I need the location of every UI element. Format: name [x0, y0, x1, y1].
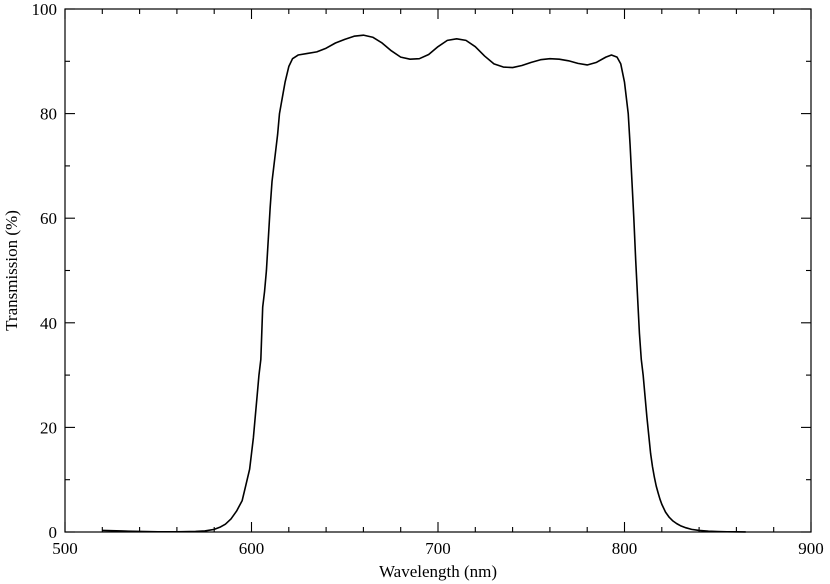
tick-labels: 500 600 700 800 900 0 20 40 60 80 100: [32, 0, 824, 558]
y-tick-label: 40: [40, 314, 57, 333]
x-tick-label: 600: [239, 539, 265, 558]
y-tick-label: 60: [40, 209, 57, 228]
x-axis-title: Wavelength (nm): [379, 562, 497, 581]
transmission-curve: [102, 34, 746, 533]
x-tick-label: 700: [425, 539, 451, 558]
x-tick-label: 500: [52, 539, 78, 558]
x-tick-label: 800: [612, 539, 638, 558]
y-tick-label: 100: [32, 0, 58, 19]
axis-ticks: [64, 8, 812, 533]
series-layer: [102, 34, 746, 533]
y-tick-label: 80: [40, 105, 57, 124]
y-tick-label: 0: [49, 523, 58, 542]
y-axis-title: Transmission (%): [2, 210, 21, 331]
plot-frame: [64, 8, 812, 533]
x-tick-label: 900: [798, 539, 824, 558]
y-tick-label: 20: [40, 418, 57, 437]
